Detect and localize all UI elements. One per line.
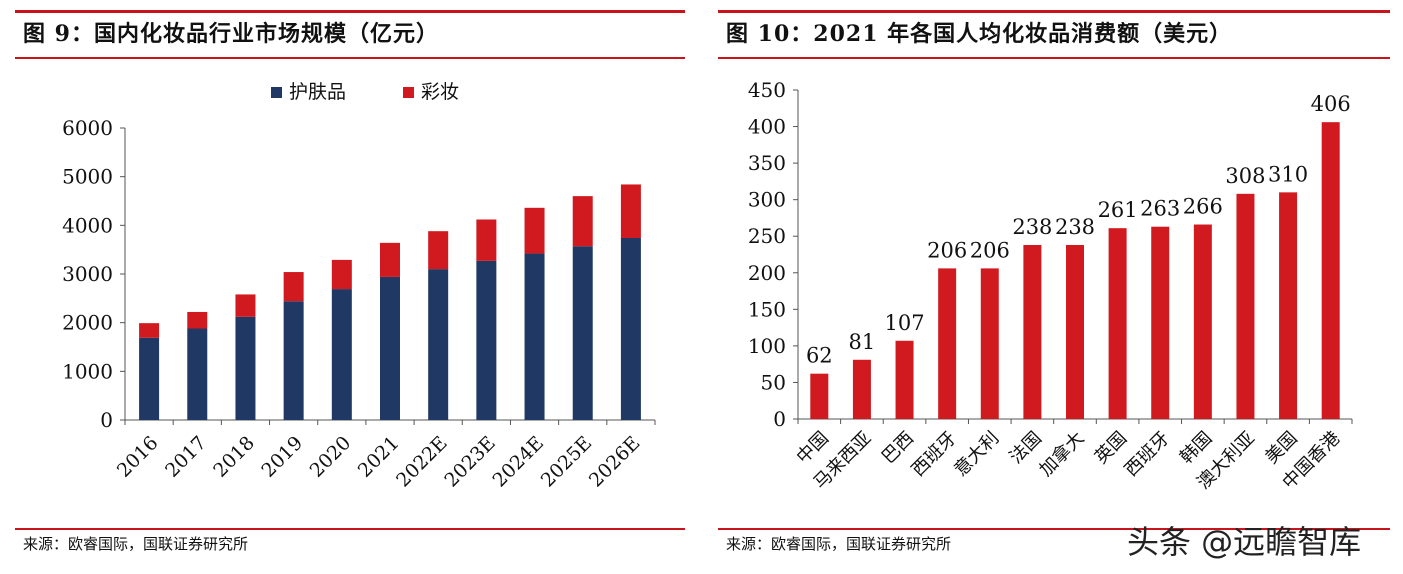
- left-figure-title: 图 9：国内化妆品行业市场规模（亿元）: [23, 21, 439, 47]
- right-bar-chart: 05010015020025030035040045062中国81马来西亚107…: [748, 78, 1353, 493]
- y-tick-label: 3000: [62, 262, 113, 286]
- bar-skincare: [572, 246, 593, 420]
- bar-skincare: [476, 260, 497, 420]
- right-title-rule: [718, 57, 1390, 59]
- bar-makeup: [572, 196, 593, 247]
- data-label: 238: [1012, 215, 1052, 239]
- y-tick-label: 250: [748, 224, 786, 248]
- y-tick-label: 4000: [62, 213, 113, 237]
- data-label: 107: [884, 311, 924, 335]
- x-tick-label: 2023E: [440, 432, 500, 492]
- data-label: 62: [806, 344, 833, 368]
- bar: [895, 340, 914, 419]
- x-tick-label: 加拿大: [1035, 427, 1089, 481]
- left-stacked-bar-chart: 0 1000 2000 3000 4000 5000 6000 201620172018201…: [62, 81, 656, 492]
- bar-makeup: [187, 311, 208, 329]
- left-bottom-rule: [15, 528, 685, 530]
- left-top-rule: [15, 10, 685, 13]
- data-label: 308: [1225, 164, 1265, 188]
- bar: [1066, 244, 1084, 419]
- y-tick-label: 450: [748, 78, 786, 102]
- bar-skincare: [524, 253, 545, 420]
- right-top-rule: [718, 10, 1390, 13]
- x-tick-label: 2025E: [537, 432, 597, 492]
- x-tick-label: 2020: [306, 432, 356, 482]
- bar-skincare: [187, 328, 208, 420]
- bar-makeup: [331, 259, 352, 290]
- y-tick-label: 100: [748, 334, 786, 358]
- data-label: 263: [1140, 197, 1180, 221]
- x-tick-label: 2018: [209, 432, 259, 482]
- bar-makeup: [139, 323, 160, 338]
- bar: [1193, 224, 1212, 419]
- legend-swatch-skincare: [271, 87, 282, 98]
- bar-skincare: [380, 276, 400, 420]
- data-label: 206: [927, 238, 967, 262]
- data-label: 310: [1268, 162, 1308, 186]
- left-source-note: 来源：欧睿国际，国联证券研究所: [23, 535, 249, 553]
- left-figure-panel: 图 9：国内化妆品行业市场规模（亿元） 0 1000 2000 3000 4000 500…: [15, 0, 685, 574]
- bar-makeup: [620, 184, 641, 238]
- bar: [1321, 122, 1340, 420]
- y-tick-label: 5000: [62, 165, 113, 189]
- y-tick-label: 2000: [62, 311, 113, 335]
- data-label: 261: [1098, 198, 1138, 222]
- bar-skincare: [235, 316, 256, 420]
- bar-makeup: [283, 272, 304, 302]
- y-tick-label: 6000: [62, 116, 113, 140]
- bar-skincare: [331, 289, 352, 420]
- bar-skincare: [283, 301, 304, 420]
- y-tick-label: 1000: [62, 359, 113, 383]
- right-source-note: 来源：欧睿国际，国联证券研究所: [726, 535, 952, 553]
- bar: [1236, 193, 1255, 419]
- bar-makeup: [235, 294, 256, 317]
- y-tick-label: 50: [761, 370, 786, 394]
- data-label: 266: [1183, 195, 1223, 219]
- x-tick-label: 西班牙: [1121, 428, 1174, 481]
- y-tick-label: 350: [748, 151, 786, 175]
- bar-skincare: [428, 269, 449, 420]
- y-tick-label: 200: [748, 261, 786, 285]
- x-tick-label: 意大利: [950, 428, 1003, 481]
- bar: [1023, 244, 1042, 419]
- legend-swatch-makeup: [403, 87, 414, 98]
- y-tick-label: 300: [748, 188, 786, 212]
- bar: [852, 359, 871, 419]
- right-figure-panel: 图 10：2021 年各国人均化妆品消费额（美元） 0 50 100 150 200 25…: [718, 0, 1390, 574]
- bar-makeup: [524, 207, 545, 254]
- right-figure-title: 图 10：2021 年各国人均化妆品消费额（美元）: [726, 21, 1233, 47]
- bar-makeup: [380, 242, 400, 277]
- y-tick-label: 0: [773, 407, 786, 431]
- data-label: 81: [849, 330, 876, 354]
- x-tick-label: 2019: [257, 432, 307, 482]
- x-tick-label: 2017: [161, 432, 211, 482]
- x-tick-label: 2024E: [489, 432, 549, 492]
- x-tick-label: 2026E: [585, 432, 645, 492]
- bar-makeup: [476, 219, 497, 261]
- bar-skincare: [620, 237, 641, 420]
- y-tick-label: 150: [748, 297, 786, 321]
- bar: [1279, 192, 1298, 419]
- x-tick-label: 2016: [113, 432, 163, 482]
- watermark: 头条 @远瞻智库: [1127, 523, 1362, 561]
- bar: [1151, 226, 1170, 419]
- legend-label-makeup: 彩妆: [421, 81, 459, 103]
- x-tick-label: 西班牙: [908, 428, 961, 481]
- legend-label-skincare: 护肤品: [289, 81, 346, 103]
- y-tick-label: 400: [748, 115, 786, 139]
- bar: [810, 373, 829, 419]
- data-label: 238: [1055, 215, 1095, 239]
- bar: [1108, 228, 1127, 419]
- x-tick-label: 2022E: [392, 432, 452, 492]
- bar: [980, 268, 999, 419]
- y-tick-label: 0: [100, 408, 113, 432]
- bar-makeup: [428, 231, 449, 270]
- data-label: 206: [970, 238, 1010, 262]
- left-title-rule: [15, 57, 685, 59]
- bar-skincare: [139, 337, 160, 420]
- bar: [938, 268, 957, 419]
- data-label: 406: [1311, 92, 1351, 116]
- right-bottom-rule: [718, 528, 1390, 530]
